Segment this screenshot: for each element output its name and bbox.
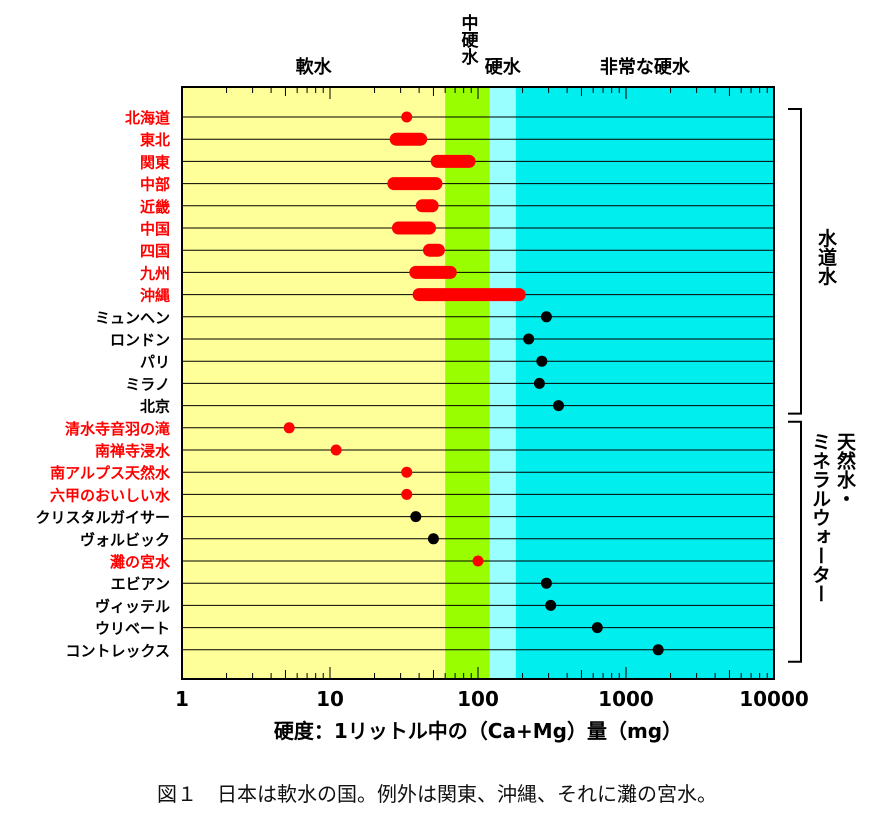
row-label: ロンドン xyxy=(110,331,170,349)
row-label: 四国 xyxy=(140,242,170,260)
zone-label-2: 中硬水 xyxy=(457,13,478,66)
x-tick-label: 100 xyxy=(457,687,499,711)
row-label: 関東 xyxy=(140,153,170,171)
row-label: 中部 xyxy=(140,176,170,194)
data-point xyxy=(401,466,413,478)
row-label: 南アルプス天然水 xyxy=(50,464,171,482)
row-label: ヴォルビック xyxy=(80,531,170,549)
data-point xyxy=(540,311,552,323)
row-label: コントレックス xyxy=(65,642,170,660)
data-point xyxy=(533,377,545,389)
data-point xyxy=(330,444,342,456)
group-bracket xyxy=(788,108,802,415)
x-tick-label: 1 xyxy=(175,687,189,711)
x-axis-label: 硬度：1リットル中の（Ca+Mg）量（mg） xyxy=(274,719,682,743)
data-point xyxy=(401,488,413,500)
row-label: 沖縄 xyxy=(140,287,170,305)
row-label: 東北 xyxy=(140,131,170,149)
data-point xyxy=(472,555,484,567)
x-tick-label: 1000 xyxy=(598,687,654,711)
row-label: 清水寺音羽の滝 xyxy=(65,420,170,438)
data-point xyxy=(553,400,565,412)
data-point xyxy=(652,644,664,656)
zone-label-3: 硬水 xyxy=(485,56,522,78)
figure-caption: 図１ 日本は軟水の国。例外は関東、沖縄、それに灘の宮水。 xyxy=(157,782,717,806)
row-label: ヴィッテル xyxy=(95,597,170,615)
zone-label-4: 非常な硬水 xyxy=(600,56,691,78)
data-point xyxy=(283,422,295,434)
row-label: ミラノ xyxy=(125,375,170,393)
data-point xyxy=(540,577,552,589)
x-tick-label: 10000 xyxy=(739,687,809,711)
row-label: ミュンヘン xyxy=(95,309,170,327)
row-label: 中国 xyxy=(140,220,170,238)
row-label: パリ xyxy=(140,353,170,371)
data-point xyxy=(410,511,422,523)
data-point xyxy=(401,111,413,123)
row-label: 六甲のおいしい水 xyxy=(50,486,171,504)
row-label: 北海道 xyxy=(125,109,170,127)
row-label: エビアン xyxy=(111,575,170,593)
row-label: 北京 xyxy=(140,398,170,416)
data-point xyxy=(536,355,548,367)
group-label-2-line1: 天然水・ xyxy=(834,432,856,508)
row-label: 南禅寺浸水 xyxy=(95,442,171,460)
plot-frame xyxy=(181,86,775,680)
row-label: 近畿 xyxy=(140,198,170,216)
row-label: 九州 xyxy=(139,264,170,282)
x-tick-label: 10 xyxy=(316,687,344,711)
data-point xyxy=(591,622,603,634)
group-label-2-line2: ミネラルウォーター xyxy=(809,432,831,603)
row-label: 灘の宮水 xyxy=(110,553,171,571)
row-label: ウリベート xyxy=(95,620,170,638)
data-point xyxy=(427,533,439,545)
group-label-1: 水道水 xyxy=(815,228,837,285)
data-point xyxy=(545,599,557,611)
data-point xyxy=(523,333,535,345)
row-label: クリスタルガイサー xyxy=(35,509,170,527)
zone-label-1: 軟水 xyxy=(296,56,333,78)
group-bracket xyxy=(788,420,802,663)
